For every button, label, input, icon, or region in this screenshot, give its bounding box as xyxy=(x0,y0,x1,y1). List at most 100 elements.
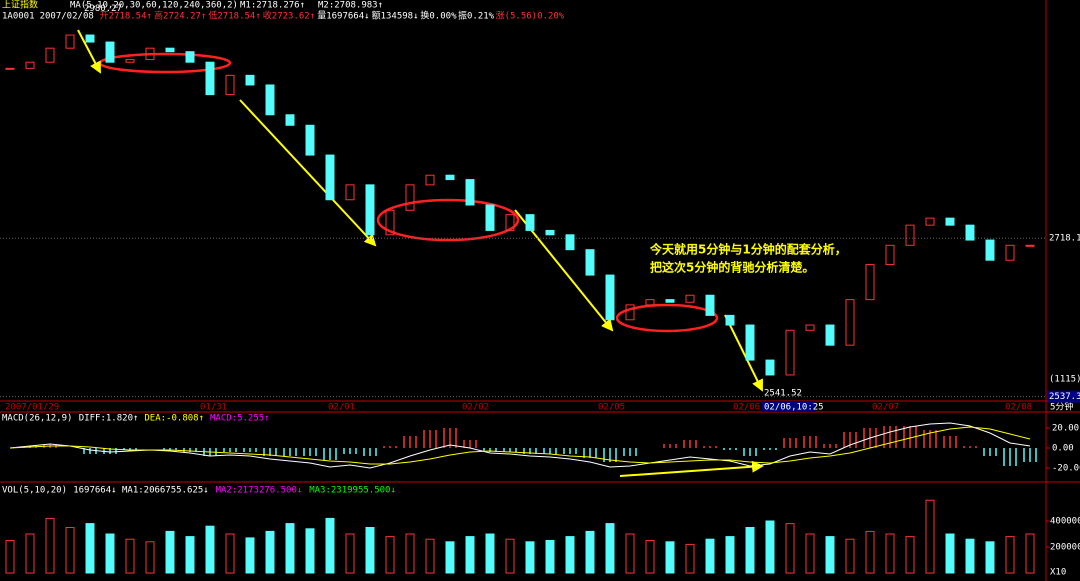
macd-legend: DIFF:1.820↑ xyxy=(79,414,139,424)
vol-legend: MA1:2066755.625↓ xyxy=(122,486,209,496)
candle xyxy=(25,61,35,69)
candle xyxy=(525,214,535,231)
volume-bar xyxy=(625,533,635,574)
candle xyxy=(185,51,195,63)
volume-bar xyxy=(85,523,95,574)
candle xyxy=(145,47,155,61)
volume-bar xyxy=(265,530,275,574)
candle xyxy=(745,324,755,361)
candle xyxy=(505,214,515,231)
x-tick-label: 02/02 xyxy=(462,403,489,413)
volume-bar xyxy=(705,538,715,574)
vol-legend: VOL(5,10,20) xyxy=(2,486,67,496)
candle xyxy=(465,179,475,206)
cursor-bg xyxy=(762,401,816,412)
volume-bar xyxy=(485,533,495,574)
volume-bar xyxy=(365,527,375,574)
candle xyxy=(105,41,115,63)
volume-bar xyxy=(205,525,215,574)
low-label: 2541.52 xyxy=(764,388,802,398)
macd-line xyxy=(9,426,1031,465)
candle xyxy=(65,34,75,49)
candle xyxy=(585,249,595,276)
volume-bar xyxy=(345,533,355,574)
volume-bar xyxy=(965,538,975,574)
volume-bar xyxy=(545,540,555,574)
candle xyxy=(265,84,275,116)
volume-bar xyxy=(325,517,335,574)
volume-bar xyxy=(865,530,875,574)
candle xyxy=(325,154,335,201)
quote-field: 振0.21% xyxy=(458,10,495,22)
cursor-label: 02/06,10:25 xyxy=(764,403,824,413)
volume-bar xyxy=(925,499,935,574)
volume-bar xyxy=(805,533,815,574)
volume-bar xyxy=(905,536,915,574)
macd-legend: MACD(26,12,9) xyxy=(2,414,72,424)
candle xyxy=(945,217,955,226)
y-tick-label: 200000 xyxy=(1050,543,1080,553)
quote-field: 额134598↓ xyxy=(372,10,419,22)
candle xyxy=(1025,244,1035,247)
candle xyxy=(305,124,315,156)
ma-m2: M2:2708.983↑ xyxy=(318,1,383,11)
candle xyxy=(885,244,895,266)
candle xyxy=(1005,244,1015,261)
candle xyxy=(345,184,355,201)
tick-bg xyxy=(1047,390,1080,403)
candle xyxy=(45,47,55,63)
high-label: 2980.27 xyxy=(84,4,122,14)
annotations xyxy=(77,29,764,477)
y-tick-label: 2537.30 xyxy=(1049,392,1080,402)
candle xyxy=(405,184,415,211)
vol-legend: 1697664↓ xyxy=(73,486,116,496)
candle xyxy=(665,299,675,303)
vol-legend: MA2:2173276.500↓ xyxy=(216,486,303,496)
volume-bar xyxy=(1005,536,1015,574)
volume-bar xyxy=(445,541,455,574)
quote-field: 涨(5.56)0.20% xyxy=(496,11,565,22)
x-tick-label: 02/06 xyxy=(733,403,760,413)
ma-m1: M1:2718.276↑ xyxy=(240,1,305,11)
y-tick-label: 20.00 xyxy=(1052,424,1079,434)
arrow xyxy=(239,99,377,247)
volume-bar xyxy=(1025,533,1035,574)
candle xyxy=(905,224,915,246)
volume-bar xyxy=(585,530,595,574)
ma-params: MA(5,10,20,30,60,120,240,360,2) xyxy=(70,1,238,11)
period: 5分钟 xyxy=(1050,401,1073,413)
volume-bar xyxy=(425,538,435,574)
candle xyxy=(805,324,815,331)
volume-bar xyxy=(765,520,775,574)
volume-bar xyxy=(725,536,735,574)
volume-bar xyxy=(565,536,575,574)
candle xyxy=(725,314,735,326)
volume-bar xyxy=(5,540,15,574)
x-tick-label: 02/07 xyxy=(872,403,899,413)
volume-bar xyxy=(225,533,235,574)
volume-bar xyxy=(825,536,835,574)
volume-bar xyxy=(665,541,675,574)
volume-bar xyxy=(385,536,395,574)
volume-bar xyxy=(165,530,175,574)
volume-bar xyxy=(65,527,75,574)
candle xyxy=(645,299,655,306)
volume-bar xyxy=(25,533,35,574)
candle xyxy=(125,59,135,63)
volume-bar xyxy=(945,533,955,574)
candle xyxy=(545,229,555,236)
quote-field: 换0.00% xyxy=(420,10,457,22)
note: 把这次5分钟的背驰分析清楚。 xyxy=(650,260,814,275)
candle xyxy=(825,324,835,346)
volume-bar xyxy=(125,538,135,574)
ellipse xyxy=(376,198,520,242)
arrow xyxy=(619,460,764,477)
volume-bar xyxy=(505,538,515,574)
y-tick-label: 0.00 xyxy=(1052,444,1074,454)
volume-bar xyxy=(845,538,855,574)
quote-field: 开2718.54↑ xyxy=(100,11,152,22)
candle xyxy=(285,114,295,126)
candle xyxy=(225,74,235,96)
candle xyxy=(385,209,395,236)
